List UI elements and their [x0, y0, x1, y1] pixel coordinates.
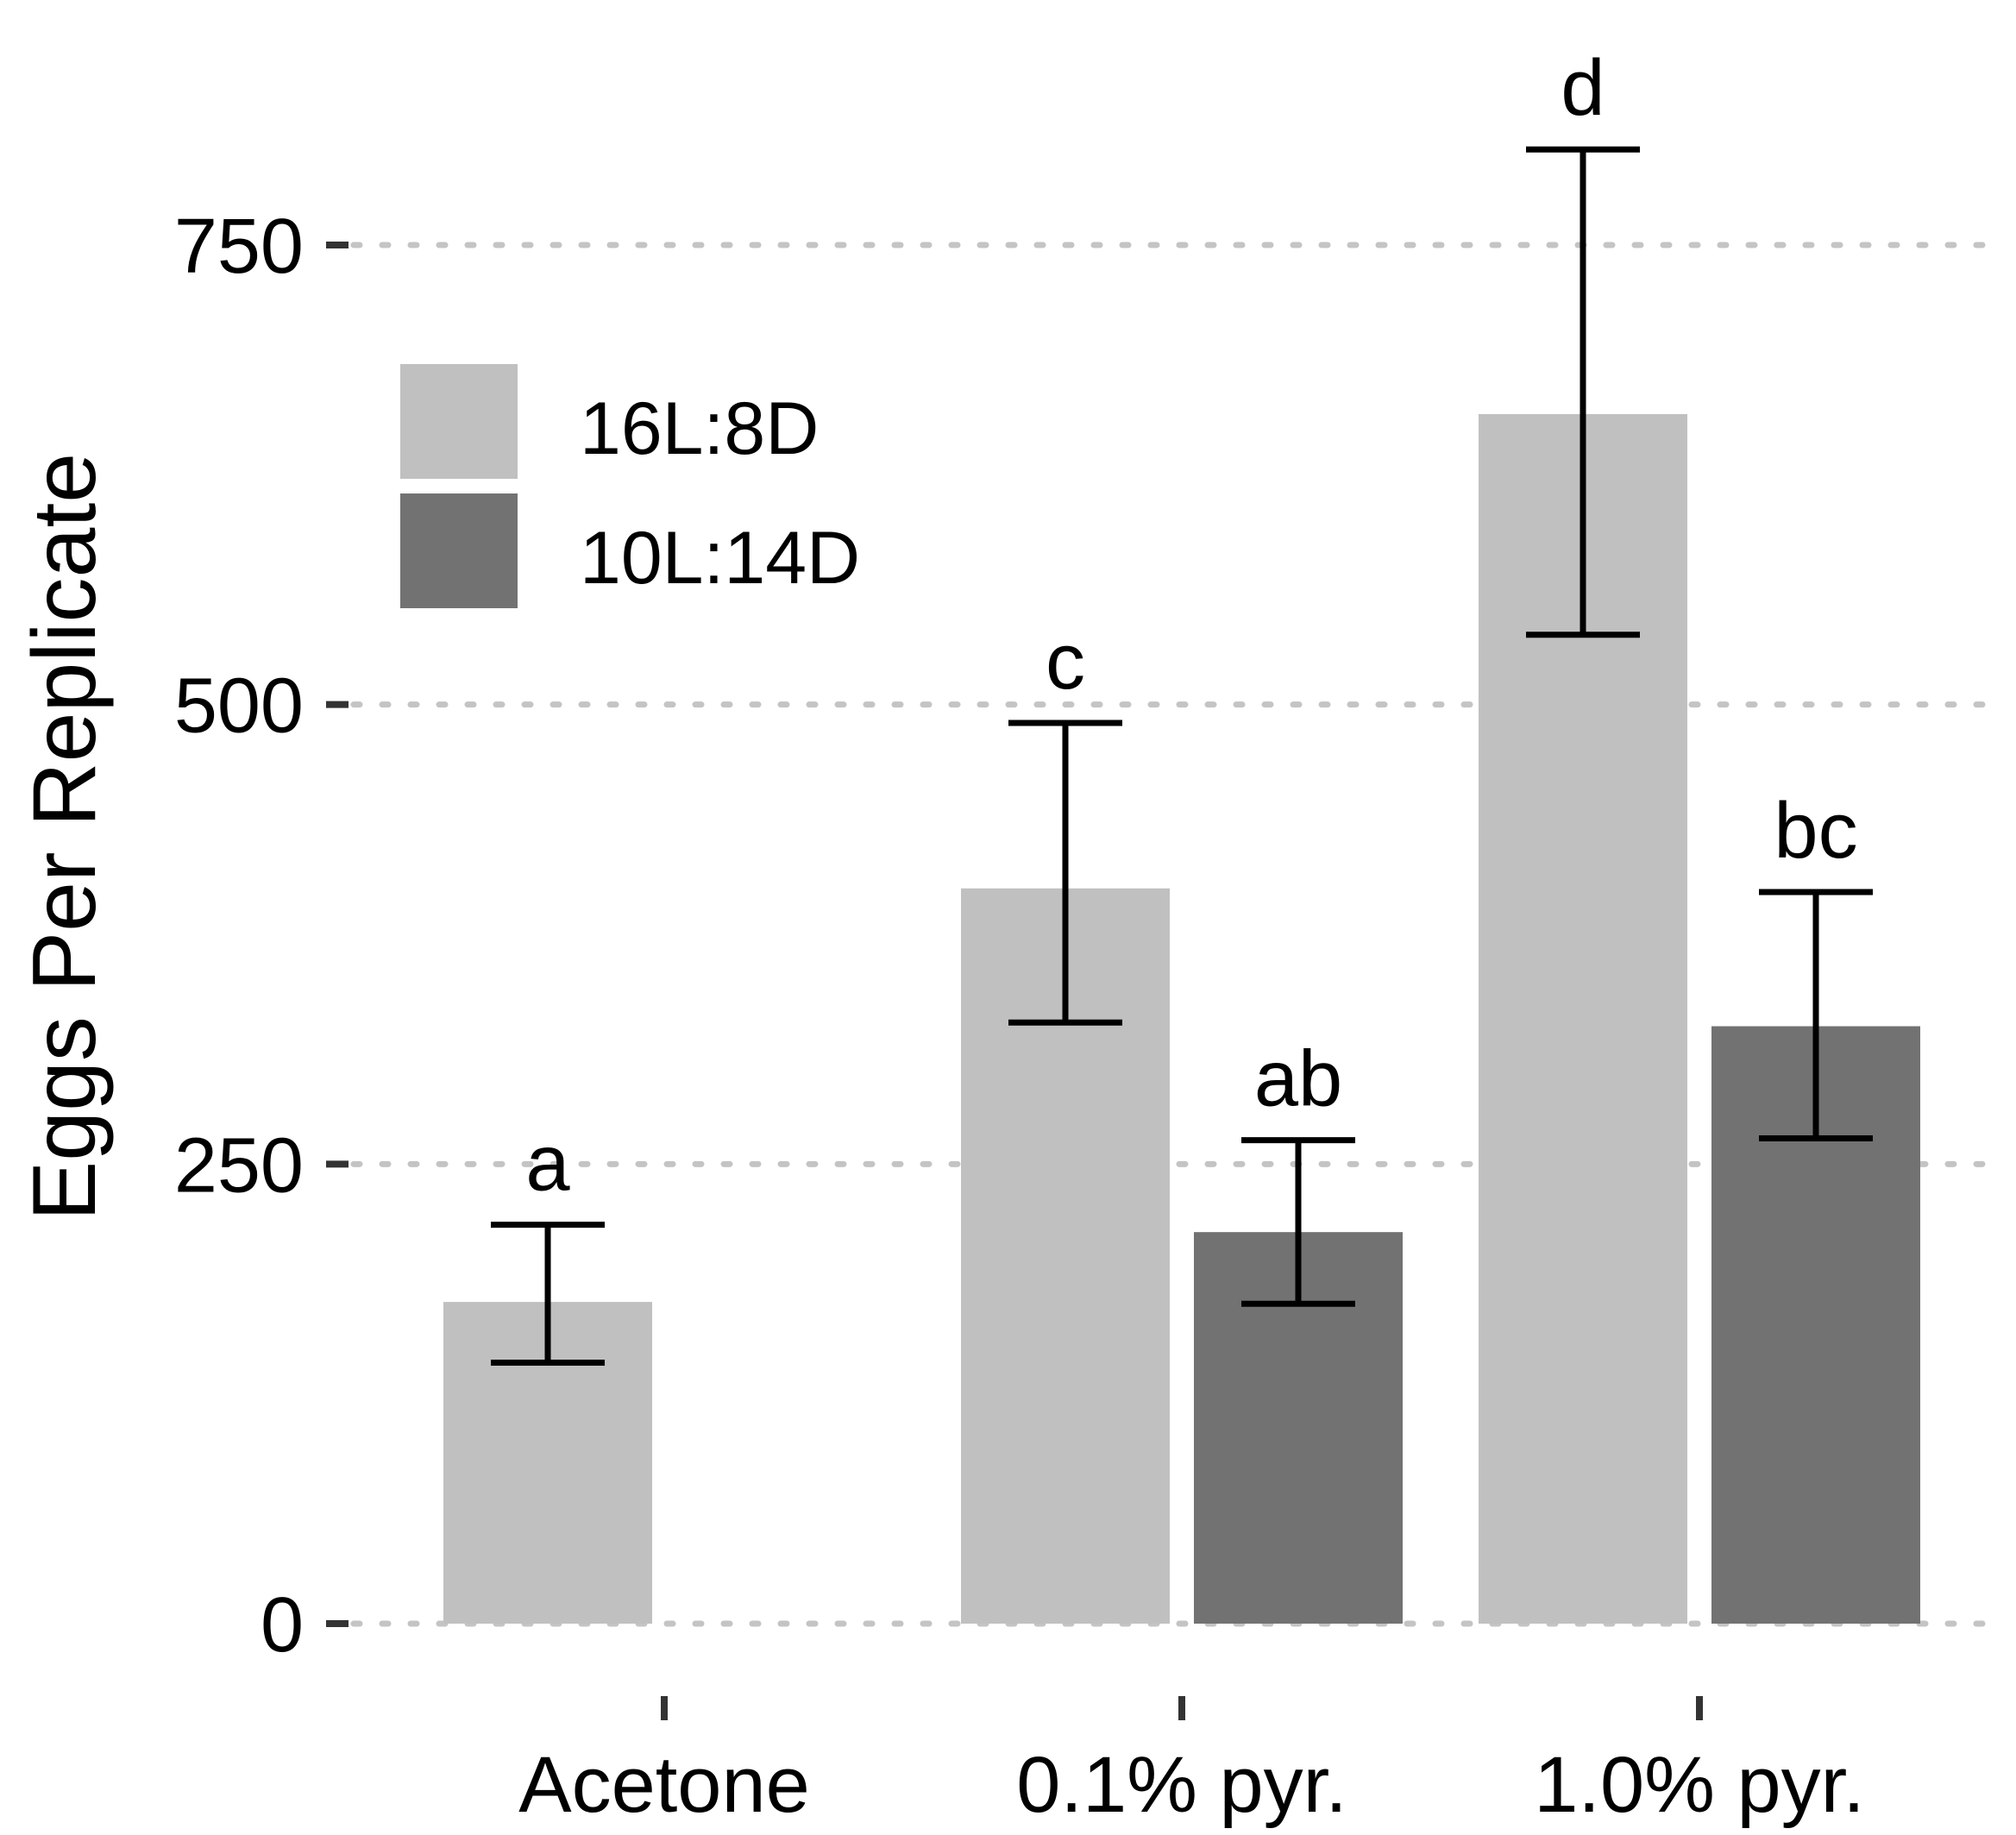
y-tick-label: 750: [174, 204, 304, 290]
x-tick-label: 1.0% pyr.: [1534, 1741, 1865, 1829]
y-tick-label: 0: [261, 1582, 304, 1668]
legend-swatch-16L8D: [400, 364, 518, 479]
significance-letter: d: [1561, 44, 1605, 132]
y-axis-label: Eggs Per Replicate: [15, 453, 115, 1221]
y-tick-label: 250: [174, 1122, 304, 1209]
significance-letter: c: [1046, 618, 1085, 706]
x-tick-label: Acetone: [518, 1741, 810, 1829]
significance-letter: ab: [1254, 1035, 1342, 1123]
x-axis: Acetone 0.1% pyr. 1.0% pyr.: [518, 1696, 1865, 1829]
legend-label-16L8D: 16L:8D: [580, 387, 819, 470]
legend: 16L:8D 10L:14D: [400, 364, 860, 608]
y-tick-label: 500: [174, 663, 304, 750]
significance-letter: a: [525, 1120, 570, 1208]
significance-labels: a c d ab bc: [525, 44, 1857, 1207]
y-axis: 0 250 500 750: [174, 204, 349, 1668]
legend-label-10L14D: 10L:14D: [580, 517, 860, 600]
significance-letter: bc: [1774, 787, 1857, 875]
errorbars-layer: [491, 146, 1873, 1366]
x-tick-label: 0.1% pyr.: [1016, 1741, 1347, 1829]
legend-swatch-10L14D: [400, 493, 518, 608]
